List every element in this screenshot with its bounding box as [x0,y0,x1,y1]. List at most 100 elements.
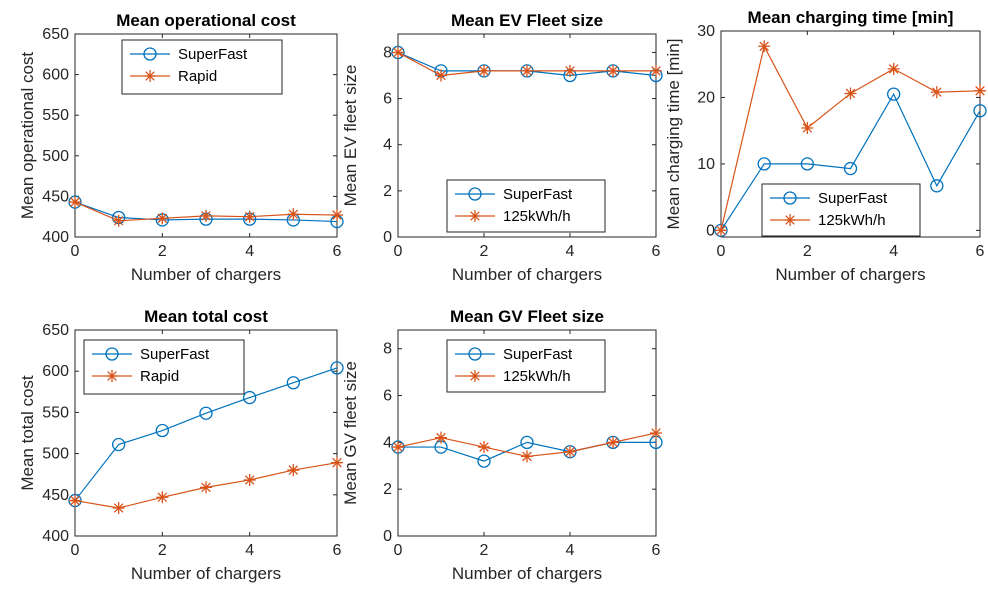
legend-label: SuperFast [503,186,573,203]
data-point [973,104,987,118]
data-point [112,437,126,452]
y-tick-label: 4 [383,137,392,154]
series-2 [392,427,662,463]
y-tick-label: 20 [697,89,715,106]
legend-marker [143,47,157,61]
x-tick-label: 0 [71,243,80,260]
x-tick-label: 4 [566,542,575,559]
data-point [112,501,125,514]
legend-box [121,39,283,95]
legend: SuperFast 125kWh/h [446,339,606,393]
data-point [477,454,491,468]
x-tick-label: 0 [394,243,403,260]
y-tick-label: 0 [383,229,392,246]
legend: SuperFast Rapid [121,39,283,95]
chart-title: Mean EV Fleet size [451,11,603,30]
y-tick-label: 4 [383,434,392,451]
y-tick-label: 30 [697,23,715,40]
chart-title: Mean GV Fleet size [450,307,604,326]
data-point [801,122,814,135]
legend-marker [468,347,482,361]
x-axis-label: Number of chargers [131,265,281,284]
x-tick-label: 6 [976,243,985,260]
data-point [155,423,169,438]
data-point [331,209,343,222]
series-2 [69,196,343,227]
data-point [521,64,533,77]
subplot-4: 0 2 4 6 400 450 500 550 600 650 Mean total cost Num… [18,307,344,583]
y-tick-label: 400 [42,229,69,246]
y-axis-label: Mean total cost [18,375,37,491]
data-point [564,64,576,77]
x-axis-label: Number of chargers [775,265,925,284]
data-point [758,40,771,53]
y-tick-label: 650 [42,322,69,339]
legend-label: 125kWh/h [818,212,886,229]
data-point [715,224,727,237]
series-1 [714,87,987,238]
subplot-3: 0 2 4 6 0 10 20 30 Mean charging time [min] Numbe… [664,8,987,284]
legend: SuperFast 125kWh/h [446,179,606,233]
x-tick-label: 6 [652,542,661,559]
data-point [887,87,901,101]
data-point [330,361,344,375]
x-tick-label: 2 [480,243,489,260]
data-point [392,441,404,454]
legend-marker [469,370,481,382]
y-axis-label: Mean EV fleet size [341,65,360,207]
legend-marker [469,210,481,222]
x-tick-label: 0 [71,542,80,559]
data-point [887,62,900,75]
y-axis-label: Mean operational cost [18,52,37,220]
data-point [156,491,169,504]
data-point [287,208,300,221]
data-point [286,376,300,390]
data-point [478,64,490,77]
y-tick-label: 2 [383,183,392,200]
legend: SuperFast 125kWh/h [761,183,921,237]
x-tick-label: 4 [566,243,575,260]
data-point [200,209,212,222]
legend-label: SuperFast [503,346,573,363]
y-axis-label: Mean charging time [min] [664,39,683,230]
y-tick-label: 0 [383,528,392,545]
x-tick-label: 6 [333,542,342,559]
data-point [974,84,986,97]
legend-marker [106,370,118,382]
x-axis-label: Number of chargers [131,564,281,583]
data-point [243,473,256,486]
y-tick-label: 650 [42,26,69,43]
data-point [757,157,771,171]
series-line [74,367,338,501]
y-axis-label: Mean GV fleet size [341,361,360,505]
y-tick-label: 550 [42,404,69,421]
data-point [607,436,619,449]
y-tick-label: 500 [42,446,69,463]
data-point [287,464,300,477]
legend-label: SuperFast [140,346,210,363]
data-point [435,431,447,444]
chart-title: Mean total cost [144,307,268,326]
legend-marker [105,347,119,361]
series-line [720,92,981,231]
data-point [200,481,212,494]
y-tick-label: 2 [383,481,392,498]
y-tick-label: 600 [42,67,69,84]
series-2 [69,456,343,514]
x-tick-label: 4 [245,542,254,559]
data-point [69,196,81,209]
data-point [844,87,857,100]
legend-marker [468,187,482,201]
x-tick-label: 6 [333,243,342,260]
x-tick-label: 2 [158,542,167,559]
data-point [564,445,576,458]
y-tick-label: 550 [42,107,69,124]
y-tick-label: 0 [706,222,715,239]
legend-label: 125kWh/h [503,368,571,385]
y-tick-label: 10 [697,156,715,173]
chart-title: Mean operational cost [116,11,296,30]
data-point [930,179,944,193]
legend-label: Rapid [178,68,217,85]
chart-title: Mean charging time [min] [748,8,954,27]
